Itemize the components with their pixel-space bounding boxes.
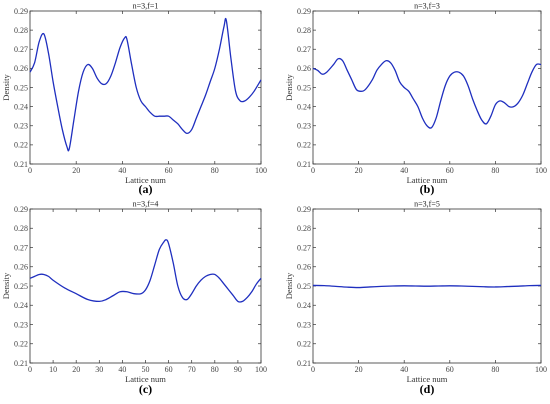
subfigure-label: (b)	[420, 182, 435, 196]
y-tick-label: 0.25	[14, 83, 28, 92]
x-tick-label: 100	[535, 166, 547, 175]
y-tick-label: 0.26	[14, 64, 28, 73]
y-tick-label: 0.25	[297, 83, 311, 92]
x-tick-label: 80	[211, 365, 219, 374]
plot-frame	[312, 10, 542, 165]
y-tick-label: 0.23	[14, 122, 28, 131]
y-tick-label: 0.29	[297, 7, 311, 16]
panel-title: n=3,f=3	[414, 2, 440, 11]
subfigure-label: (c)	[139, 382, 152, 396]
x-tick-label: 100	[255, 365, 267, 374]
y-tick-label: 0.21	[297, 359, 311, 368]
y-axis-label: Density	[284, 272, 294, 299]
y-tick-label: 0.27	[297, 45, 311, 54]
x-tick-label: 20	[72, 166, 80, 175]
x-tick-label: 0	[28, 365, 32, 374]
x-tick-label: 80	[491, 365, 499, 374]
x-tick-label: 20	[72, 365, 80, 374]
x-axis-label: Lattice num	[125, 374, 166, 384]
y-tick-label: 0.26	[297, 64, 311, 73]
y-tick-label: 0.24	[297, 301, 311, 310]
y-axis-label: Density	[1, 272, 11, 299]
density-series-line	[312, 284, 542, 289]
x-axis-label: Lattice num	[407, 374, 448, 384]
density-series-line	[29, 239, 262, 303]
y-tick-label: 0.28	[14, 26, 28, 35]
y-tick-label: 0.25	[297, 282, 311, 291]
x-tick-label: 80	[211, 166, 219, 175]
y-tick-label: 0.26	[14, 263, 28, 272]
x-tick-label: 0	[311, 365, 315, 374]
x-tick-label: 30	[95, 365, 103, 374]
y-tick-label: 0.27	[14, 45, 28, 54]
panel-3: n=3,f=4 0 10 20 30 40 50 60 70 80 90 100 0.21 0.22 0.2…	[1, 200, 267, 397]
y-tick-label: 0.28	[297, 224, 311, 233]
panel-title: n=3,f=5	[414, 200, 440, 209]
y-axis-label: Density	[284, 74, 294, 101]
y-tick-label: 0.22	[297, 340, 311, 349]
x-tick-label: 80	[491, 166, 499, 175]
subfigure-label: (a)	[139, 182, 153, 196]
x-tick-label: 100	[535, 365, 547, 374]
x-tick-label: 0	[28, 166, 32, 175]
y-tick-label: 0.26	[297, 263, 311, 272]
panel-2: n=3,f=3 0 20 40 60 80 100 0.21 0.22 0.23 0.24 0.25 0…	[284, 2, 547, 197]
x-tick-label: 50	[142, 365, 150, 374]
y-tick-label: 0.21	[14, 160, 28, 169]
density-series-line	[312, 57, 542, 129]
y-tick-label: 0.23	[297, 122, 311, 131]
y-tick-label: 0.22	[297, 141, 311, 150]
x-tick-label: 100	[255, 166, 267, 175]
x-tick-label: 20	[355, 166, 363, 175]
y-tick-label: 0.27	[297, 243, 311, 252]
panel-1: n=3,f=1 0 20 40 60 80 100 0.21 0.22 0.23 0.24 0.25 0…	[1, 2, 267, 197]
y-tick-label: 0.21	[297, 160, 311, 169]
panel-title: n=3,f=4	[133, 200, 159, 209]
x-tick-label: 20	[355, 365, 363, 374]
x-tick-label: 40	[118, 365, 126, 374]
x-tick-label: 70	[188, 365, 196, 374]
y-tick-label: 0.23	[14, 320, 28, 329]
x-tick-label: 90	[234, 365, 242, 374]
y-tick-label: 0.23	[297, 320, 311, 329]
x-tick-label: 10	[49, 365, 57, 374]
panel-title: n=3,f=1	[133, 2, 159, 11]
y-tick-label: 0.29	[14, 7, 28, 16]
x-tick-label: 40	[400, 365, 408, 374]
y-tick-label: 0.28	[14, 224, 28, 233]
y-tick-label: 0.24	[14, 102, 28, 111]
x-tick-label: 60	[165, 365, 173, 374]
y-tick-label: 0.22	[14, 141, 28, 150]
y-tick-label: 0.21	[14, 359, 28, 368]
x-tick-label: 40	[400, 166, 408, 175]
subfigure-label: (d)	[420, 382, 435, 396]
x-tick-label: 60	[165, 166, 173, 175]
y-tick-label: 0.24	[14, 301, 28, 310]
x-tick-label: 60	[446, 365, 454, 374]
y-tick-label: 0.29	[297, 205, 311, 214]
x-tick-label: 0	[311, 166, 315, 175]
x-axis-label: Lattice num	[407, 175, 448, 185]
x-tick-label: 60	[446, 166, 454, 175]
y-tick-label: 0.25	[14, 282, 28, 291]
y-tick-label: 0.24	[297, 102, 311, 111]
panel-4: n=3,f=5 0 20 40 60 80 100 0.21 0.22 0.23 0.24 0.25 0…	[284, 200, 547, 397]
y-tick-label: 0.22	[14, 340, 28, 349]
y-tick-label: 0.29	[14, 205, 28, 214]
y-tick-label: 0.27	[14, 243, 28, 252]
y-tick-label: 0.28	[297, 26, 311, 35]
density-series-line	[29, 17, 262, 152]
x-axis-label: Lattice num	[125, 175, 166, 185]
y-axis-label: Density	[1, 74, 11, 101]
x-tick-label: 40	[118, 166, 126, 175]
